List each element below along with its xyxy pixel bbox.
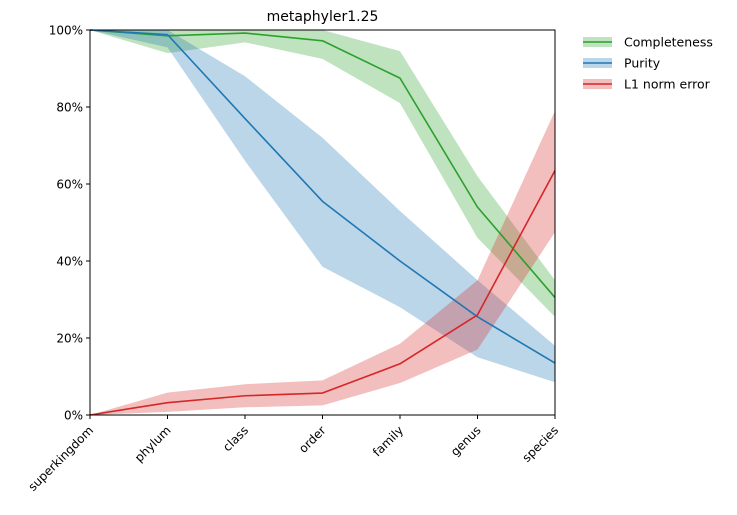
purity-line [89,29,556,364]
purity-legend-label: Purity [624,56,661,71]
x-tick-label: phylum [132,423,174,465]
purity-band [90,30,555,383]
confidence-bands [90,30,555,415]
x-tick-label: order [296,423,329,456]
y-tick-label: 20% [56,332,83,346]
completeness-band [90,30,555,317]
x-axis: superkingdom phylum class order family genus s… [25,415,561,494]
y-tick-label: 60% [56,178,83,192]
x-tick-label: superkingdom [25,423,96,494]
y-tick-label: 100% [49,24,83,38]
l1-norm-error-line [89,170,556,416]
y-axis: 0% 20% 40% 60% 80% 100% [49,24,90,423]
series-lines [89,29,556,416]
y-tick-label: 40% [56,255,83,269]
x-tick-label: genus [448,423,484,459]
completeness-legend-label: Completeness [624,35,713,50]
x-tick-label: class [220,423,251,454]
y-tick-label: 80% [56,101,83,115]
l1-norm-error-legend-label: L1 norm error [624,77,711,92]
y-tick-label: 0% [64,409,83,423]
chart-title: metaphyler1.25 [267,9,379,25]
x-tick-label: family [370,423,406,459]
x-tick-label: species [520,423,562,465]
legend: Completeness Purity L1 norm error [583,35,713,92]
